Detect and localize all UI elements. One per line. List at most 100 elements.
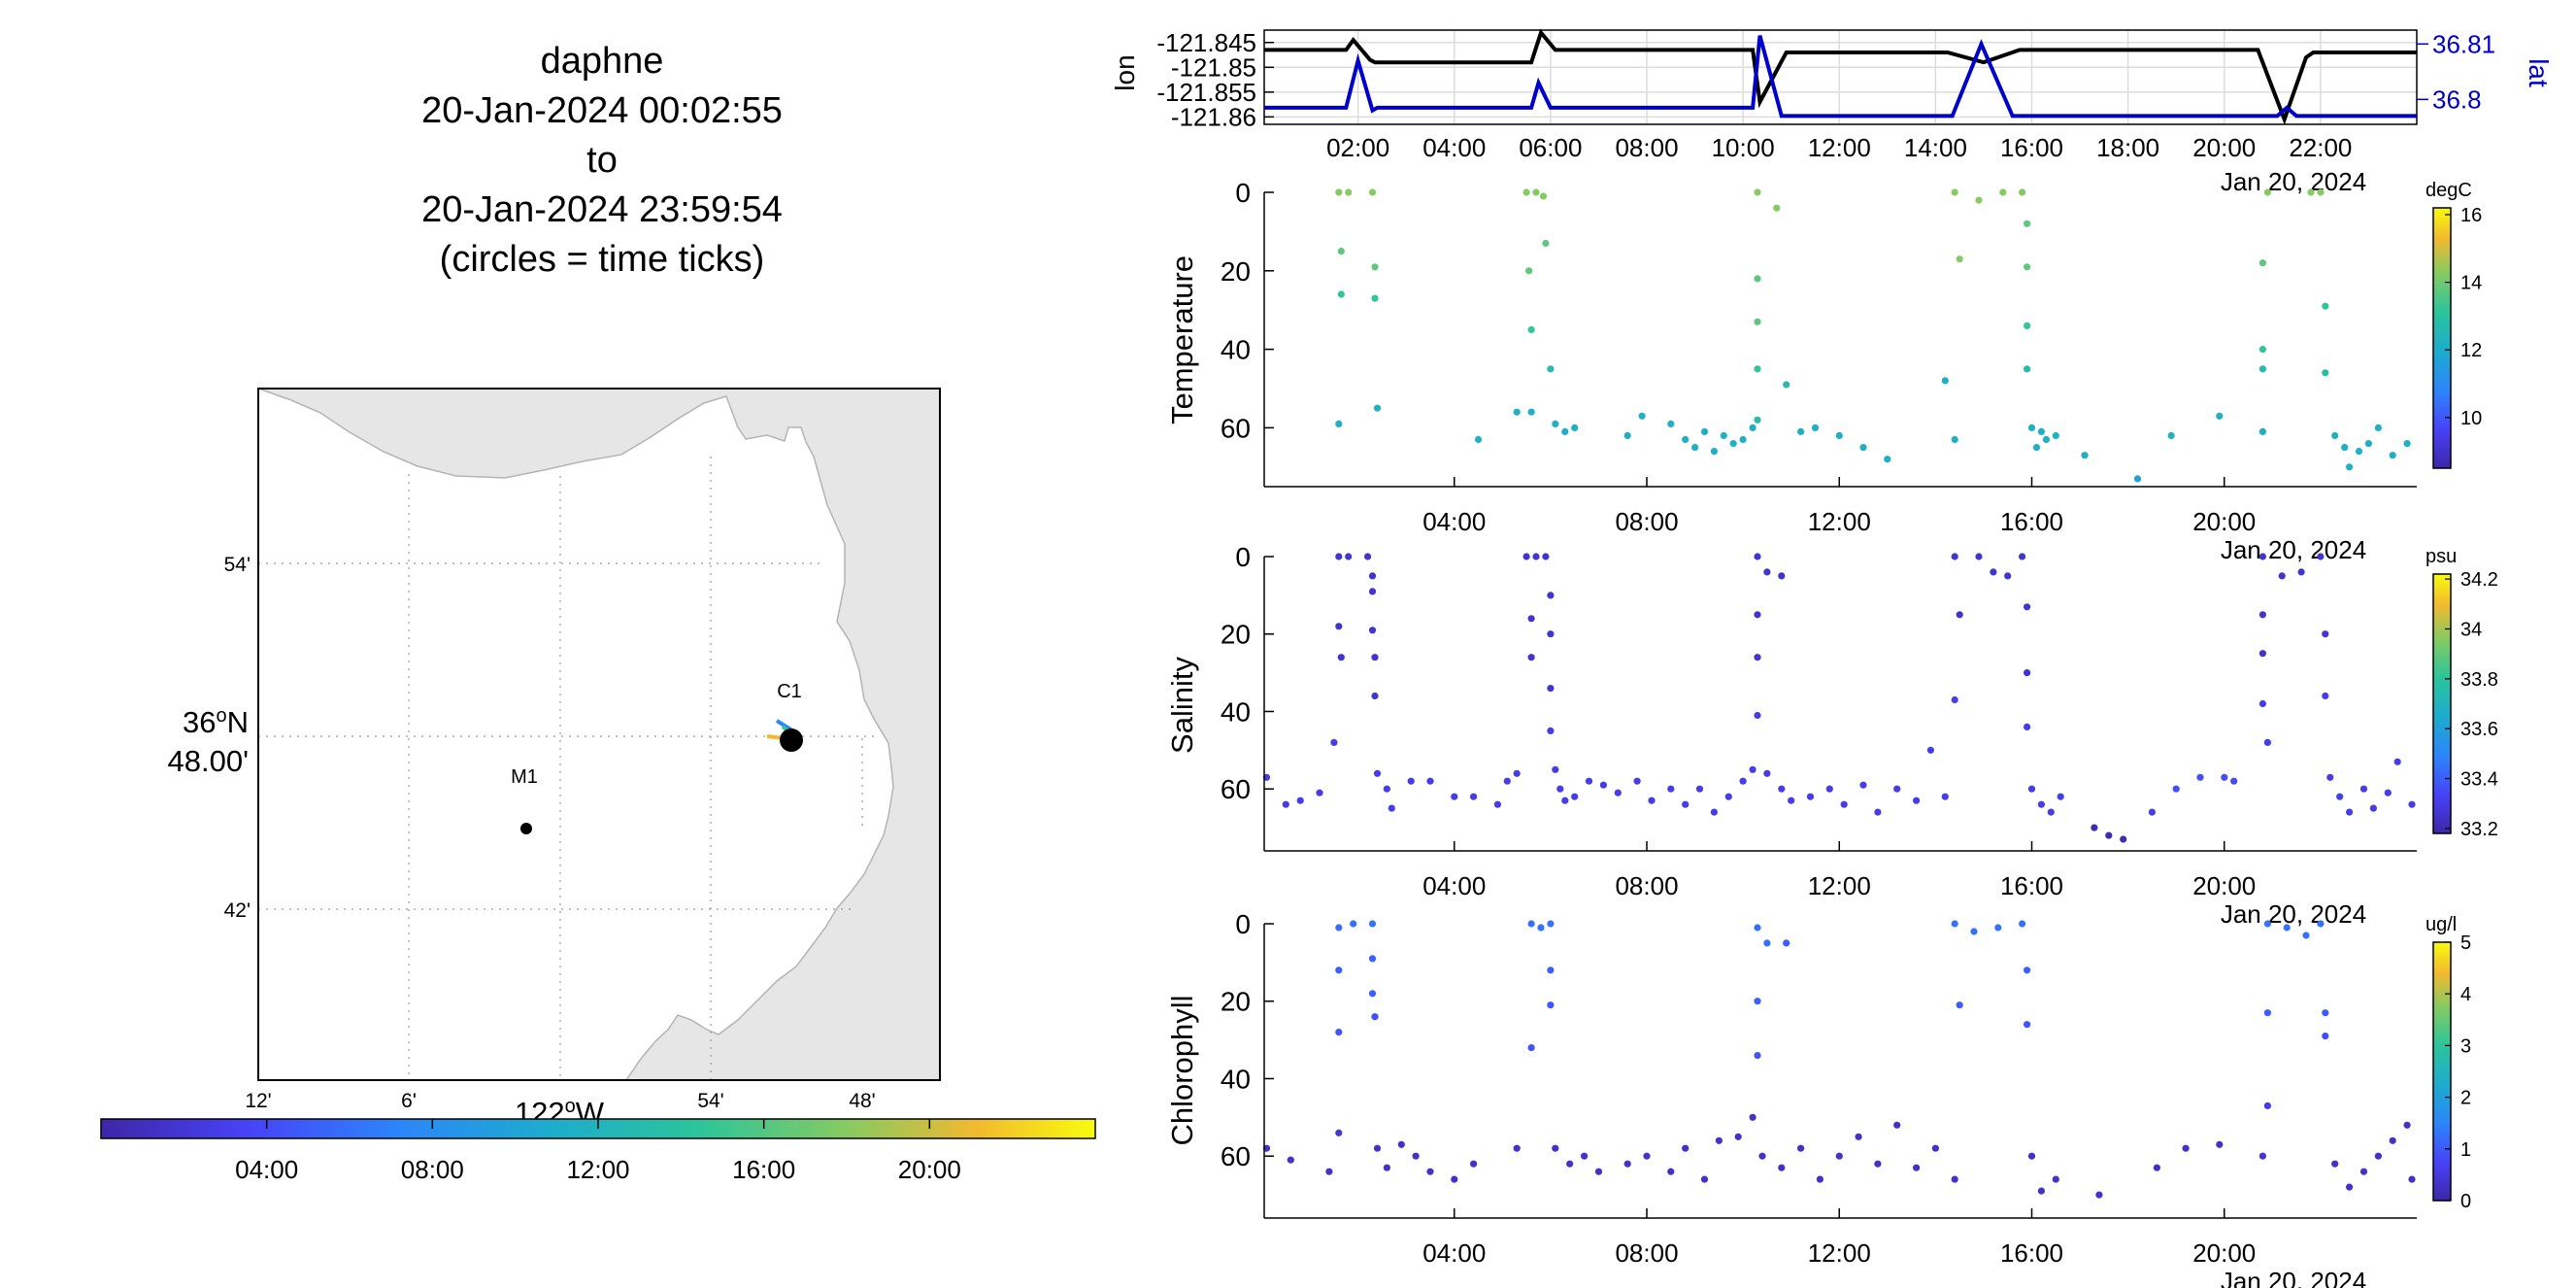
lon-series-line bbox=[1264, 28, 2417, 125]
lonlat-xtick-label: 10:00 bbox=[1712, 133, 1775, 162]
salinity-data-point bbox=[2105, 831, 2113, 839]
temperature-data-point bbox=[1371, 263, 1379, 271]
temperature-data-point bbox=[2216, 412, 2224, 420]
chlorophyll-colorbar-tick-label: 2 bbox=[2460, 1088, 2471, 1109]
temperature-data-point bbox=[1739, 435, 1747, 444]
salinity-data-point bbox=[1941, 793, 1949, 800]
salinity-data-point bbox=[1585, 777, 1593, 785]
chlorophyll-data-point bbox=[1325, 1168, 1333, 1175]
chlorophyll-data-point bbox=[2024, 1021, 2031, 1029]
salinity-data-point bbox=[2408, 800, 2416, 808]
temperature-data-point bbox=[1368, 188, 1377, 196]
temperature-data-point bbox=[1691, 444, 1699, 452]
salinity-data-point bbox=[1951, 695, 1958, 704]
salinity-data-point bbox=[1633, 777, 1641, 785]
temperature-date-label: Jan 20, 2024 bbox=[2221, 535, 2366, 564]
salinity-data-point bbox=[1754, 611, 1761, 619]
lonlat-date-label: Jan 20, 2024 bbox=[2221, 167, 2366, 196]
lon-ytick-label: -121.86 bbox=[1171, 102, 1256, 131]
chlorophyll-data-point bbox=[1623, 1160, 1631, 1168]
chlorophyll-data-point bbox=[1527, 920, 1535, 928]
temperature-data-point bbox=[1335, 188, 1343, 196]
lonlat-xtick-label: 20:00 bbox=[2192, 133, 2256, 162]
salinity-data-point bbox=[1951, 553, 1958, 560]
lon-ytick-label: -121.855 bbox=[1156, 78, 1256, 107]
salinity-data-point bbox=[1532, 553, 1540, 560]
temperature-data-point bbox=[1542, 239, 1550, 248]
coastline-land bbox=[258, 389, 940, 1080]
chlorophyll-colorbar-tick-label: 0 bbox=[2460, 1191, 2471, 1212]
temperature-data-point bbox=[1513, 408, 1521, 416]
temperature-data-point bbox=[1951, 188, 1958, 196]
salinity-data-point bbox=[1316, 789, 1323, 797]
salinity-data-point bbox=[2091, 824, 2098, 831]
temperature-data-point bbox=[1561, 427, 1569, 435]
temperature-data-point bbox=[1532, 188, 1540, 196]
chlorophyll-data-point bbox=[2331, 1160, 2339, 1168]
salinity-data-point bbox=[2263, 738, 2271, 747]
temperature-data-point bbox=[2167, 431, 2175, 440]
salinity-data-point bbox=[2369, 804, 2377, 812]
title-end-time: 20-Jan-2024 23:59:54 bbox=[421, 189, 783, 230]
chlorophyll-data-point bbox=[1758, 1152, 1766, 1160]
salinity-data-point bbox=[2384, 789, 2392, 797]
temperature-data-point bbox=[1754, 188, 1761, 196]
temperature-data-point bbox=[1345, 188, 1353, 196]
lon-axis-label: lon bbox=[1110, 54, 1140, 90]
salinity-colorbar-tick-label: 33.2 bbox=[2460, 819, 2498, 840]
temperature-data-point bbox=[1552, 420, 1559, 427]
temperature-data-point bbox=[2024, 263, 2031, 271]
chlorophyll-data-point bbox=[1783, 939, 1790, 947]
chlorophyll-data-point bbox=[2153, 1164, 2160, 1171]
salinity-data-point bbox=[1426, 777, 1434, 785]
temperature-data-point bbox=[2258, 365, 2266, 373]
temperature-data-point bbox=[1667, 420, 1675, 427]
temperature-data-point bbox=[2037, 427, 2045, 435]
temperature-data-point bbox=[1754, 365, 1761, 373]
salinity-data-point bbox=[2278, 572, 2286, 580]
temperature-data-point bbox=[1474, 435, 1483, 444]
chlorophyll-data-point bbox=[1797, 1144, 1805, 1152]
chlorophyll-ytick-label: 20 bbox=[1221, 987, 1251, 1017]
salinity-xtick-label: 08:00 bbox=[1615, 871, 1678, 900]
chlorophyll-data-point bbox=[2283, 924, 2291, 932]
chlorophyll-data-point bbox=[1527, 1044, 1535, 1052]
salinity-ytick-label: 0 bbox=[1235, 542, 1251, 572]
chlorophyll-data-point bbox=[1931, 1144, 1939, 1152]
temperature-data-point bbox=[1335, 420, 1343, 427]
salinity-xtick-label: 12:00 bbox=[1808, 871, 1871, 900]
chlorophyll-xtick-label: 04:00 bbox=[1422, 1238, 1486, 1268]
chlorophyll-data-point bbox=[2052, 1175, 2059, 1183]
salinity-data-point bbox=[1739, 777, 1747, 785]
temperature-data-point bbox=[1941, 377, 1949, 385]
chlorophyll-data-point bbox=[1547, 966, 1555, 974]
salinity-colorbar-tick-label: 33.4 bbox=[2460, 769, 2498, 791]
salinity-data-point bbox=[1859, 781, 1867, 789]
map-ylabel-minutes: 48.00' bbox=[168, 744, 250, 778]
temperature-ytick-label: 60 bbox=[1221, 413, 1251, 443]
map-ylabel: 36oN bbox=[183, 705, 249, 739]
salinity-data-point bbox=[1667, 785, 1675, 793]
chlorophyll-data-point bbox=[1667, 1168, 1675, 1175]
salinity-ytick-label: 60 bbox=[1221, 774, 1251, 804]
temperature-ytick-label: 40 bbox=[1221, 335, 1251, 365]
title-start-time: 20-Jan-2024 00:02:55 bbox=[421, 90, 783, 131]
map-panel: 54' 42' 36oN 48.00' 12' 6' 54' 48' 122oW… bbox=[168, 388, 941, 1130]
salinity-colorbar-tick-label: 34.2 bbox=[2460, 569, 2498, 591]
chlorophyll-data-point bbox=[2019, 920, 2026, 928]
salinity-data-point bbox=[1893, 785, 1901, 793]
chlorophyll-data-point bbox=[2389, 1136, 2396, 1144]
temperature-data-point bbox=[2389, 452, 2396, 459]
temperature-data-point bbox=[1797, 427, 1805, 435]
lonlat-xtick-label: 18:00 bbox=[2096, 133, 2159, 162]
title-to: to bbox=[586, 140, 618, 181]
chlorophyll-data-point bbox=[2263, 920, 2271, 928]
chlorophyll-colorbar-unit: ug/l bbox=[2425, 914, 2457, 935]
salinity-data-point bbox=[1547, 727, 1555, 735]
temperature-data-point bbox=[2331, 431, 2339, 440]
temperature-colorbar bbox=[2432, 207, 2452, 469]
temperature-colorbar-tick-label: 16 bbox=[2460, 205, 2482, 226]
temperature-xtick-label: 08:00 bbox=[1615, 507, 1678, 536]
salinity-data-point bbox=[1388, 804, 1395, 812]
temperature-data-point bbox=[1884, 456, 1891, 463]
